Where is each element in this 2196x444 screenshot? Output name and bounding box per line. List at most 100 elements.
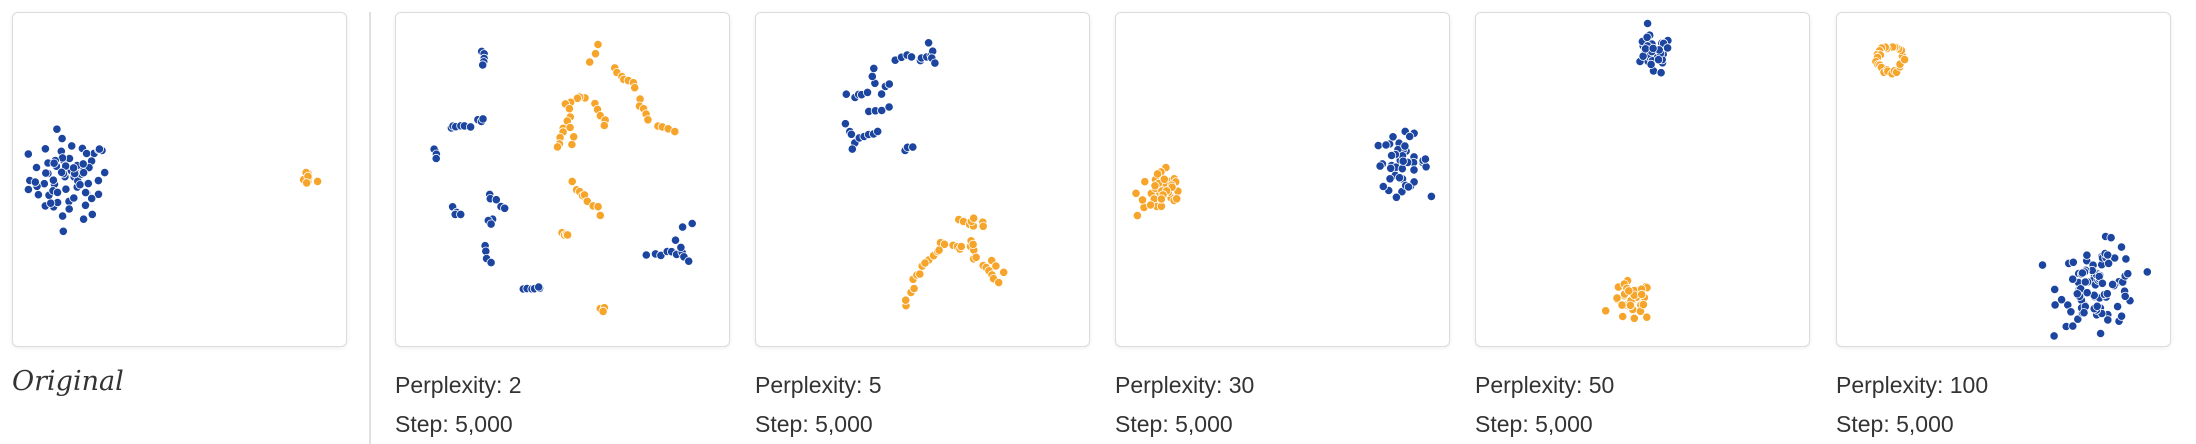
cluster-a-point xyxy=(884,102,894,112)
cluster-a-point xyxy=(40,144,51,154)
cluster-a-point xyxy=(2050,284,2060,294)
cluster-a-point xyxy=(2049,331,2059,341)
cluster-a-point xyxy=(87,209,97,219)
cluster-a-point xyxy=(23,149,33,159)
cluster-a-point xyxy=(877,89,887,99)
cluster-a-point xyxy=(840,119,851,129)
cluster-a-point xyxy=(500,203,510,213)
perplexity-100-step: Step: 5,000 xyxy=(1836,411,1954,437)
cluster-b-point xyxy=(920,258,930,268)
cluster-b-point xyxy=(1612,293,1622,303)
perplexity-30-label: Perplexity: 30 xyxy=(1115,372,1255,398)
cluster-b-point xyxy=(901,295,911,305)
cluster-a-point xyxy=(867,71,877,82)
cluster-a-point xyxy=(2097,278,2107,288)
cluster-a-point xyxy=(2102,289,2112,299)
cluster-a-point xyxy=(1388,132,1398,142)
cluster-a-point xyxy=(1426,191,1436,201)
cluster-b-point xyxy=(971,252,981,262)
perplexity-50-scatter xyxy=(1601,18,1673,323)
cluster-a-point xyxy=(676,242,686,252)
perplexity-5-label: Perplexity: 5 xyxy=(755,372,882,398)
cluster-a-point xyxy=(52,124,62,134)
cluster-b-point xyxy=(1152,169,1163,179)
perplexity-50-panel xyxy=(1475,12,1810,347)
cluster-b-point xyxy=(590,49,601,59)
perplexity-30-panel xyxy=(1115,12,1450,347)
cluster-b-point xyxy=(1131,188,1141,198)
cluster-a-point xyxy=(2066,307,2076,317)
cluster-a-point xyxy=(877,105,887,116)
cluster-a-point xyxy=(1420,154,1430,164)
cluster-a-point xyxy=(456,209,466,219)
cluster-a-point xyxy=(677,222,688,232)
cluster-a-point xyxy=(79,168,89,178)
original-label: Original xyxy=(12,366,124,397)
cluster-b-point xyxy=(595,210,605,220)
cluster-a-point xyxy=(1398,156,1408,166)
cluster-b-point xyxy=(909,283,919,294)
cluster-b-point xyxy=(670,127,680,137)
cluster-b-point xyxy=(1642,312,1652,322)
cluster-b-point xyxy=(302,178,312,188)
cluster-a-point xyxy=(884,79,894,89)
cluster-b-point xyxy=(1637,289,1647,300)
cluster-a-point xyxy=(2095,328,2106,339)
cluster-a-point xyxy=(2077,268,2087,278)
cluster-a-point xyxy=(2057,295,2067,305)
cluster-a-point xyxy=(82,148,92,159)
cluster-a-point xyxy=(534,282,544,292)
cluster-a-point xyxy=(2103,315,2113,325)
cluster-a-point xyxy=(87,193,97,204)
perplexity-2-panel xyxy=(395,12,730,347)
perplexity-2-label: Perplexity: 2 xyxy=(395,372,522,398)
cluster-b-point xyxy=(1638,299,1648,310)
cluster-a-point xyxy=(33,190,44,200)
cluster-b-point xyxy=(643,115,653,125)
cluster-b-point xyxy=(564,104,574,114)
cluster-b-point xyxy=(585,57,595,67)
cluster-b-point xyxy=(956,241,966,252)
cluster-a-point xyxy=(67,141,77,151)
original-panel xyxy=(12,12,347,347)
cluster-a-point xyxy=(83,179,93,189)
cluster-a-point xyxy=(2072,289,2082,299)
cluster-a-point xyxy=(2082,288,2092,298)
cluster-a-point xyxy=(1663,43,1673,53)
cluster-b-point xyxy=(1150,181,1160,191)
cluster-b-point xyxy=(567,139,577,150)
cluster-a-point xyxy=(486,258,496,268)
cluster-a-point xyxy=(93,189,104,199)
cluster-a-point xyxy=(23,184,33,195)
cluster-b-point xyxy=(567,176,577,186)
cluster-a-point xyxy=(1378,181,1388,192)
cluster-b-point xyxy=(915,269,925,279)
cluster-a-point xyxy=(1648,43,1658,54)
cluster-a-point xyxy=(2112,301,2123,312)
cluster-b-point xyxy=(1140,177,1150,187)
cluster-a-point xyxy=(1405,131,1415,142)
cluster-a-point xyxy=(1394,173,1405,183)
cluster-b-point xyxy=(569,132,579,142)
cluster-b-point xyxy=(1137,195,1148,205)
cluster-b-point xyxy=(1172,194,1182,204)
cluster-a-point xyxy=(847,144,857,154)
cluster-a-point xyxy=(1397,164,1407,174)
cluster-b-point xyxy=(1145,200,1156,210)
cluster-a-point xyxy=(687,218,697,229)
cluster-a-point xyxy=(930,58,940,68)
cluster-a-point xyxy=(68,163,79,173)
cluster-a-point xyxy=(491,195,501,205)
cluster-a-point xyxy=(478,114,488,124)
perplexity-100-panel xyxy=(1836,12,2171,347)
cluster-a-point xyxy=(2068,274,2078,284)
cluster-a-point xyxy=(670,235,681,245)
cluster-b-point xyxy=(598,306,608,316)
cluster-a-point xyxy=(2037,260,2048,270)
cluster-a-point xyxy=(46,198,56,208)
cluster-b-point xyxy=(1617,300,1627,310)
cluster-a-point xyxy=(1391,192,1401,202)
cluster-b-point xyxy=(1601,306,1611,316)
cluster-a-point xyxy=(478,60,488,70)
cluster-a-point xyxy=(2050,300,2060,310)
